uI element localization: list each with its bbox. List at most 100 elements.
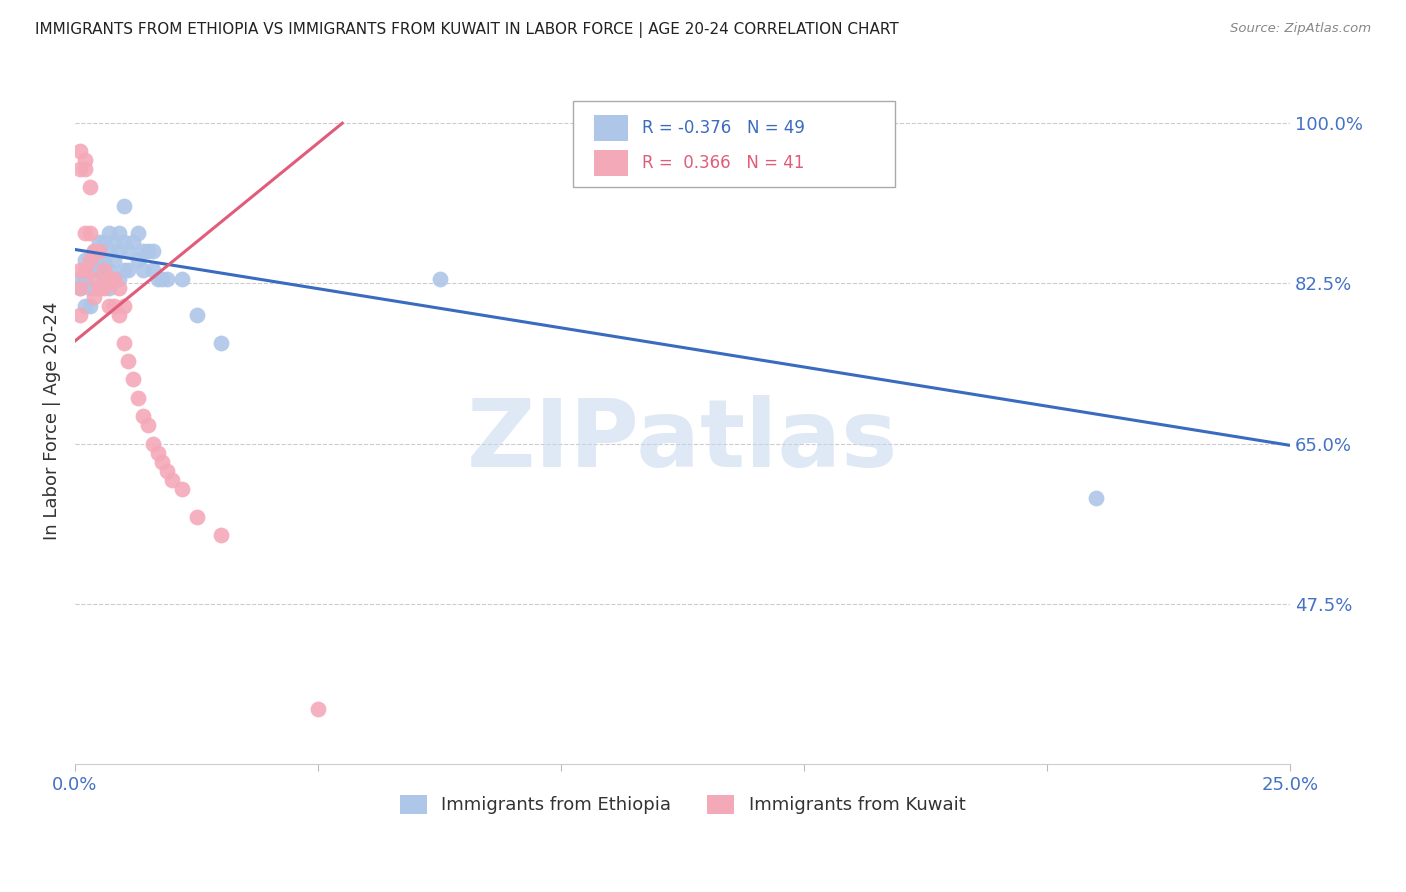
Point (107, 281, 129, 295)
Point (79, 226, 101, 240)
Point (69, 161, 91, 176)
Point (73, 253, 96, 268)
Point (142, 244, 165, 259)
Point (73, 161, 96, 176)
Point (127, 253, 149, 268)
Point (89, 235, 111, 249)
Point (429, 272, 451, 286)
Point (73, 226, 96, 240)
Text: R = -0.376   N = 49: R = -0.376 N = 49 (643, 120, 806, 137)
Point (209, 335, 232, 350)
Point (79, 180, 101, 194)
Point (103, 299, 125, 313)
Point (170, 272, 193, 286)
Point (146, 445, 169, 459)
Point (93, 262, 115, 277)
Point (112, 299, 135, 313)
Point (112, 235, 135, 249)
Point (127, 391, 149, 405)
Point (73, 299, 96, 313)
Point (69, 144, 91, 158)
Point (89, 281, 111, 295)
Point (83, 290, 105, 304)
Point (98, 281, 121, 295)
Point (98, 299, 121, 313)
Point (142, 436, 165, 450)
Point (156, 272, 179, 286)
Point (73, 153, 96, 167)
Point (93, 281, 115, 295)
Point (156, 464, 179, 478)
Legend: Immigrants from Ethiopia, Immigrants from Kuwait: Immigrants from Ethiopia, Immigrants fro… (391, 786, 974, 823)
Point (79, 262, 101, 277)
Point (117, 244, 139, 259)
Point (98, 262, 121, 277)
Point (79, 299, 101, 313)
Point (103, 272, 125, 286)
Y-axis label: In Labor Force | Age 20-24: In Labor Force | Age 20-24 (44, 301, 60, 540)
FancyBboxPatch shape (593, 150, 628, 176)
Point (152, 272, 174, 286)
Point (69, 281, 91, 295)
Point (170, 483, 193, 497)
Point (117, 262, 139, 277)
Point (98, 226, 121, 240)
Point (83, 244, 105, 259)
Point (152, 455, 174, 469)
Point (186, 509, 208, 524)
Point (107, 309, 129, 323)
Text: ZIPatlas: ZIPatlas (467, 395, 898, 487)
Point (107, 226, 129, 240)
Point (83, 244, 105, 259)
Point (132, 262, 155, 277)
Point (107, 244, 129, 259)
Point (98, 272, 121, 286)
Point (69, 262, 91, 277)
Point (93, 253, 115, 268)
Point (83, 262, 105, 277)
Point (112, 335, 135, 350)
Text: R =  0.366   N = 41: R = 0.366 N = 41 (643, 153, 804, 171)
Point (146, 272, 169, 286)
FancyBboxPatch shape (574, 102, 896, 187)
Point (93, 272, 115, 286)
Point (89, 281, 111, 295)
Point (209, 528, 232, 542)
Point (186, 309, 208, 323)
Point (132, 244, 155, 259)
Point (127, 226, 149, 240)
Point (112, 198, 135, 212)
Point (136, 418, 159, 433)
Point (93, 235, 115, 249)
Point (122, 235, 145, 249)
Point (307, 702, 329, 716)
FancyBboxPatch shape (593, 115, 628, 141)
Point (107, 272, 129, 286)
Point (69, 272, 91, 286)
Point (103, 272, 125, 286)
Point (117, 354, 139, 368)
Point (142, 262, 165, 277)
Text: Source: ZipAtlas.com: Source: ZipAtlas.com (1230, 22, 1371, 36)
Point (73, 272, 96, 286)
Point (89, 253, 111, 268)
Point (136, 244, 159, 259)
Point (73, 262, 96, 277)
Point (69, 309, 91, 323)
Point (98, 244, 121, 259)
Point (112, 262, 135, 277)
Text: IMMIGRANTS FROM ETHIOPIA VS IMMIGRANTS FROM KUWAIT IN LABOR FORCE | AGE 20-24 CO: IMMIGRANTS FROM ETHIOPIA VS IMMIGRANTS F… (35, 22, 898, 38)
Point (69, 281, 91, 295)
Point (103, 235, 125, 249)
Point (122, 372, 145, 386)
Point (89, 244, 111, 259)
Point (1084, 491, 1107, 506)
Point (103, 253, 125, 268)
Point (83, 281, 105, 295)
Point (132, 409, 155, 423)
Point (79, 253, 101, 268)
Point (83, 272, 105, 286)
Point (79, 281, 101, 295)
Point (160, 473, 183, 487)
Point (89, 262, 111, 277)
